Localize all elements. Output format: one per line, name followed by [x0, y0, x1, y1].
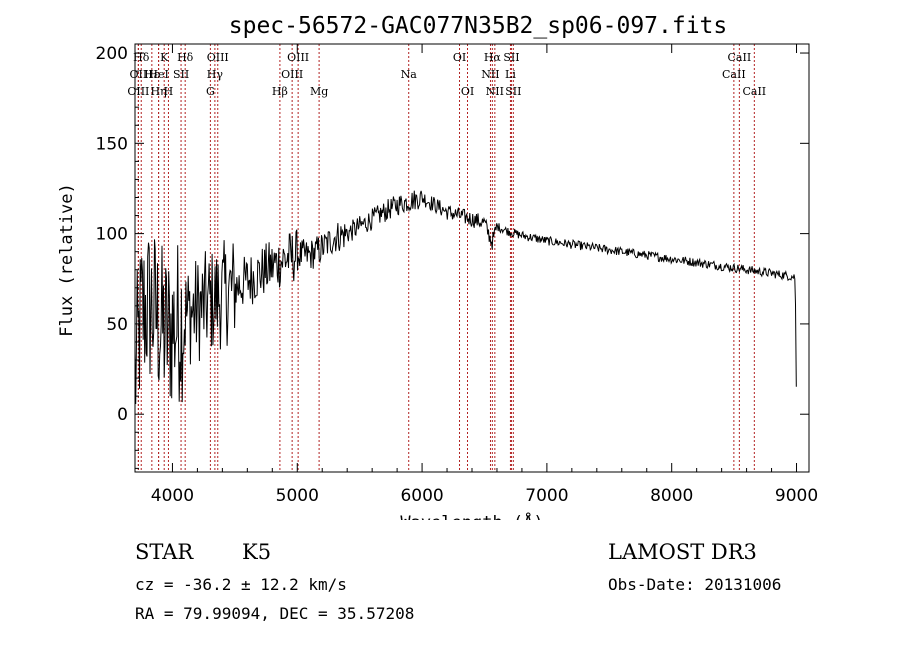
emission-line-markers [137, 44, 755, 472]
line-label-5: HeI [148, 68, 168, 81]
survey-name: LAMOST DR3 [608, 540, 757, 564]
object-subclass: K5 [242, 540, 272, 564]
line-label-22: NII [486, 85, 504, 98]
y-axis-label: Flux (relative) [57, 183, 77, 337]
y-tick-label-0: 0 [117, 405, 128, 425]
line-label-26: CaII [728, 51, 752, 64]
line-label-2: OIII [127, 85, 149, 98]
line-label-9: Hδ [177, 51, 194, 64]
obs-date: Obs-Date: 20131006 [608, 575, 782, 594]
line-label-1: OII [130, 68, 148, 81]
line-label-6: Hη [150, 85, 166, 98]
x-tick-label-5: 9000 [775, 486, 818, 506]
chart-title: spec-56572-GAC077N35B2_sp06-097.fits [229, 13, 728, 39]
line-label-19: OI [461, 85, 474, 98]
line-label-7: H [164, 85, 174, 98]
x-tick-label-0: 4000 [151, 486, 194, 506]
y-tick-label-2: 100 [96, 225, 128, 245]
y-tick-label-4: 200 [96, 44, 128, 64]
y-tick-label-3: 150 [96, 134, 128, 154]
line-label-0: Hδ [133, 51, 150, 64]
x-tick-label-2: 6000 [400, 486, 443, 506]
line-label-18: OI [453, 51, 466, 64]
x-tick-label-1: 5000 [276, 486, 319, 506]
redshift-text: cz = -36.2 ± 12.2 km/s [135, 575, 347, 594]
line-label-4: Hε [144, 68, 160, 81]
x-tick-label-3: 7000 [525, 486, 568, 506]
y-tick-label-1: 50 [106, 315, 128, 335]
line-label-15: OIII [281, 68, 303, 81]
line-label-24: Li [505, 68, 516, 81]
line-label-3: K [160, 51, 169, 64]
x-tick-label-4: 8000 [650, 486, 693, 506]
line-label-23: SII [503, 51, 519, 64]
object-class: STAR [135, 540, 194, 564]
line-label-11: Hγ [207, 68, 224, 81]
line-label-10: OIII [207, 51, 229, 64]
line-label-27: CaII [722, 68, 746, 81]
line-label-8: SII [173, 68, 189, 81]
plot-frame [134, 43, 810, 473]
line-label-14: OIII [287, 51, 309, 64]
line-label-28: CaII [742, 85, 766, 98]
axis-ticks: 4000 5000 6000 7000 8000 9000 0 50 100 150 200 [96, 44, 818, 506]
line-label-20: Hα [484, 51, 502, 64]
line-label-25: SII [505, 85, 521, 98]
spectrum-chart: spec-56572-GAC077N35B2_sp06-097.fits Hδ O… [57, 13, 818, 520]
line-label-13: Hβ [272, 85, 288, 98]
line-label-21: NII [481, 68, 499, 81]
spectrum-line [134, 190, 797, 405]
line-label-17: Na [401, 68, 418, 81]
line-label-12: G [206, 85, 215, 98]
line-label-16: Mg [310, 85, 328, 98]
coordinates: RA = 79.99094, DEC = 35.57208 [135, 604, 415, 623]
x-axis-label: Wavelength (Å) [400, 511, 543, 520]
